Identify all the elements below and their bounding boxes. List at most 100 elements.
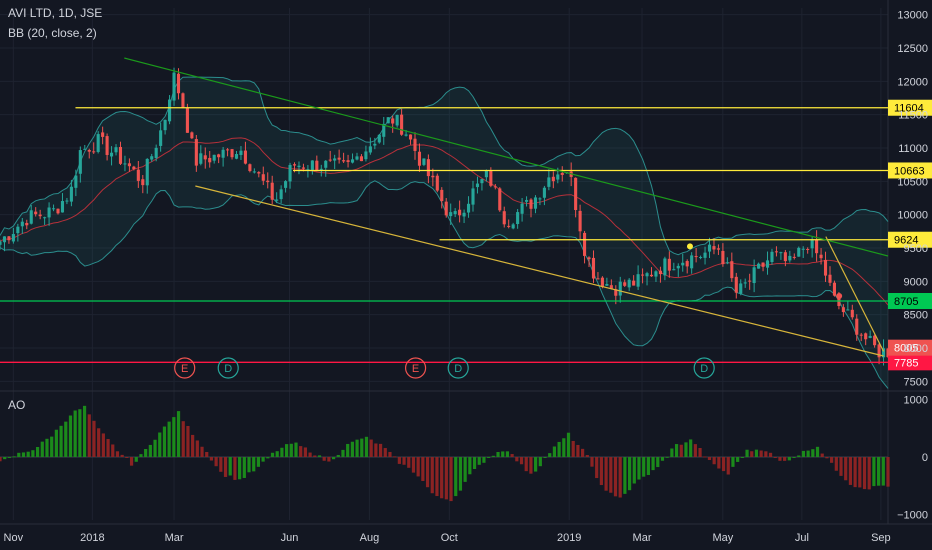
ao-bar bbox=[491, 455, 495, 457]
candle-body bbox=[310, 160, 314, 170]
ao-bar bbox=[383, 448, 387, 457]
candle-body bbox=[551, 176, 555, 182]
event-letter: D bbox=[700, 363, 708, 375]
ao-bar bbox=[186, 425, 190, 457]
ao-bar bbox=[17, 452, 21, 457]
ao-tick-label: 0 bbox=[922, 452, 928, 464]
ao-bar bbox=[726, 457, 730, 475]
level-tag bbox=[888, 162, 932, 179]
ao-bar bbox=[313, 455, 317, 457]
ao-bar bbox=[590, 457, 594, 467]
ao-bar bbox=[609, 457, 613, 493]
ao-bar bbox=[355, 439, 359, 457]
candle-body bbox=[449, 212, 453, 217]
candle-body bbox=[150, 156, 154, 160]
price-tick-label: 8000 bbox=[904, 343, 928, 355]
price-tick-label: 7500 bbox=[904, 376, 928, 388]
horizontal-levels[interactable]: 11604 10663 9624 8705 7785 8005 bbox=[0, 99, 932, 371]
candle-body bbox=[78, 150, 82, 174]
oscillator-legend[interactable]: AO bbox=[8, 398, 26, 412]
candle-body bbox=[815, 239, 819, 254]
price-tick-label: 11000 bbox=[898, 143, 928, 155]
candle-body bbox=[359, 156, 364, 162]
ao-bar bbox=[40, 441, 44, 457]
event-letter: D bbox=[224, 363, 232, 375]
ao-bar bbox=[778, 457, 782, 461]
candle-body bbox=[65, 200, 69, 202]
ao-bar bbox=[797, 455, 801, 457]
candle-body bbox=[466, 203, 471, 213]
ao-bar bbox=[660, 457, 665, 461]
ao-bar bbox=[270, 452, 275, 457]
event-letter: E bbox=[412, 363, 419, 375]
event-marker bbox=[693, 357, 715, 379]
ao-bar bbox=[576, 444, 580, 457]
ao-bar bbox=[252, 457, 256, 472]
candle-body bbox=[694, 256, 698, 258]
candle-body bbox=[730, 261, 734, 279]
ao-bar bbox=[665, 456, 669, 458]
ao-bar bbox=[477, 457, 481, 465]
ao-bar bbox=[59, 425, 63, 457]
candle-body bbox=[797, 247, 801, 257]
trendline bbox=[825, 236, 885, 352]
ao-bar bbox=[449, 457, 453, 502]
ao-bar bbox=[754, 449, 759, 457]
ao-bar bbox=[435, 457, 439, 497]
ao-bar bbox=[458, 457, 463, 491]
ao-bar bbox=[454, 457, 458, 497]
ao-bar bbox=[45, 438, 49, 457]
candle-body bbox=[703, 252, 707, 258]
ao-bar bbox=[54, 429, 58, 457]
ao-bar bbox=[176, 411, 181, 457]
ao-bar bbox=[599, 457, 603, 486]
ao-bar bbox=[552, 446, 557, 457]
indicator-legend[interactable]: BB (20, close, 2) bbox=[8, 26, 97, 40]
candle-body bbox=[7, 236, 11, 241]
price-tick-label: 9500 bbox=[904, 243, 928, 255]
candle-body bbox=[752, 267, 756, 284]
candle-body bbox=[47, 207, 51, 218]
candle-body bbox=[538, 198, 542, 200]
candle-body bbox=[185, 108, 189, 133]
candle-body bbox=[877, 344, 881, 358]
candle-body bbox=[574, 177, 578, 211]
ao-bar bbox=[529, 457, 533, 474]
candle-body bbox=[382, 123, 386, 137]
ao-bar bbox=[139, 454, 143, 457]
ao-bar bbox=[834, 457, 838, 471]
candle-body bbox=[288, 164, 292, 182]
ao-bar bbox=[285, 444, 289, 457]
candle-body bbox=[685, 261, 689, 267]
candle-body bbox=[350, 159, 355, 163]
candle-body bbox=[489, 170, 493, 186]
ao-bar bbox=[407, 457, 411, 468]
candle-body bbox=[413, 138, 417, 151]
price-label: 8005 bbox=[894, 343, 918, 355]
candle-body bbox=[832, 282, 837, 296]
candle-body bbox=[725, 262, 729, 264]
ao-bar bbox=[242, 457, 246, 478]
ao-bar bbox=[571, 440, 575, 457]
ao-histogram bbox=[0, 405, 890, 502]
ao-bar bbox=[374, 443, 378, 457]
candle-body bbox=[681, 262, 685, 266]
candle-body bbox=[422, 158, 426, 165]
ao-bar bbox=[877, 457, 881, 486]
ao-bar bbox=[731, 457, 735, 467]
candle-body bbox=[16, 226, 20, 234]
ao-bar bbox=[341, 449, 345, 457]
symbol-legend[interactable]: AVI LTD, 1D, JSE bbox=[8, 6, 103, 20]
ao-bar bbox=[3, 457, 7, 460]
ao-bar bbox=[604, 457, 608, 491]
candle-body bbox=[502, 211, 506, 225]
ao-bar bbox=[416, 457, 420, 477]
candle-body bbox=[623, 282, 627, 286]
trendlines[interactable] bbox=[124, 57, 889, 357]
ao-bar bbox=[792, 457, 796, 458]
ao-bar bbox=[712, 457, 716, 465]
candle-body bbox=[252, 171, 256, 173]
candle-body bbox=[529, 199, 533, 209]
